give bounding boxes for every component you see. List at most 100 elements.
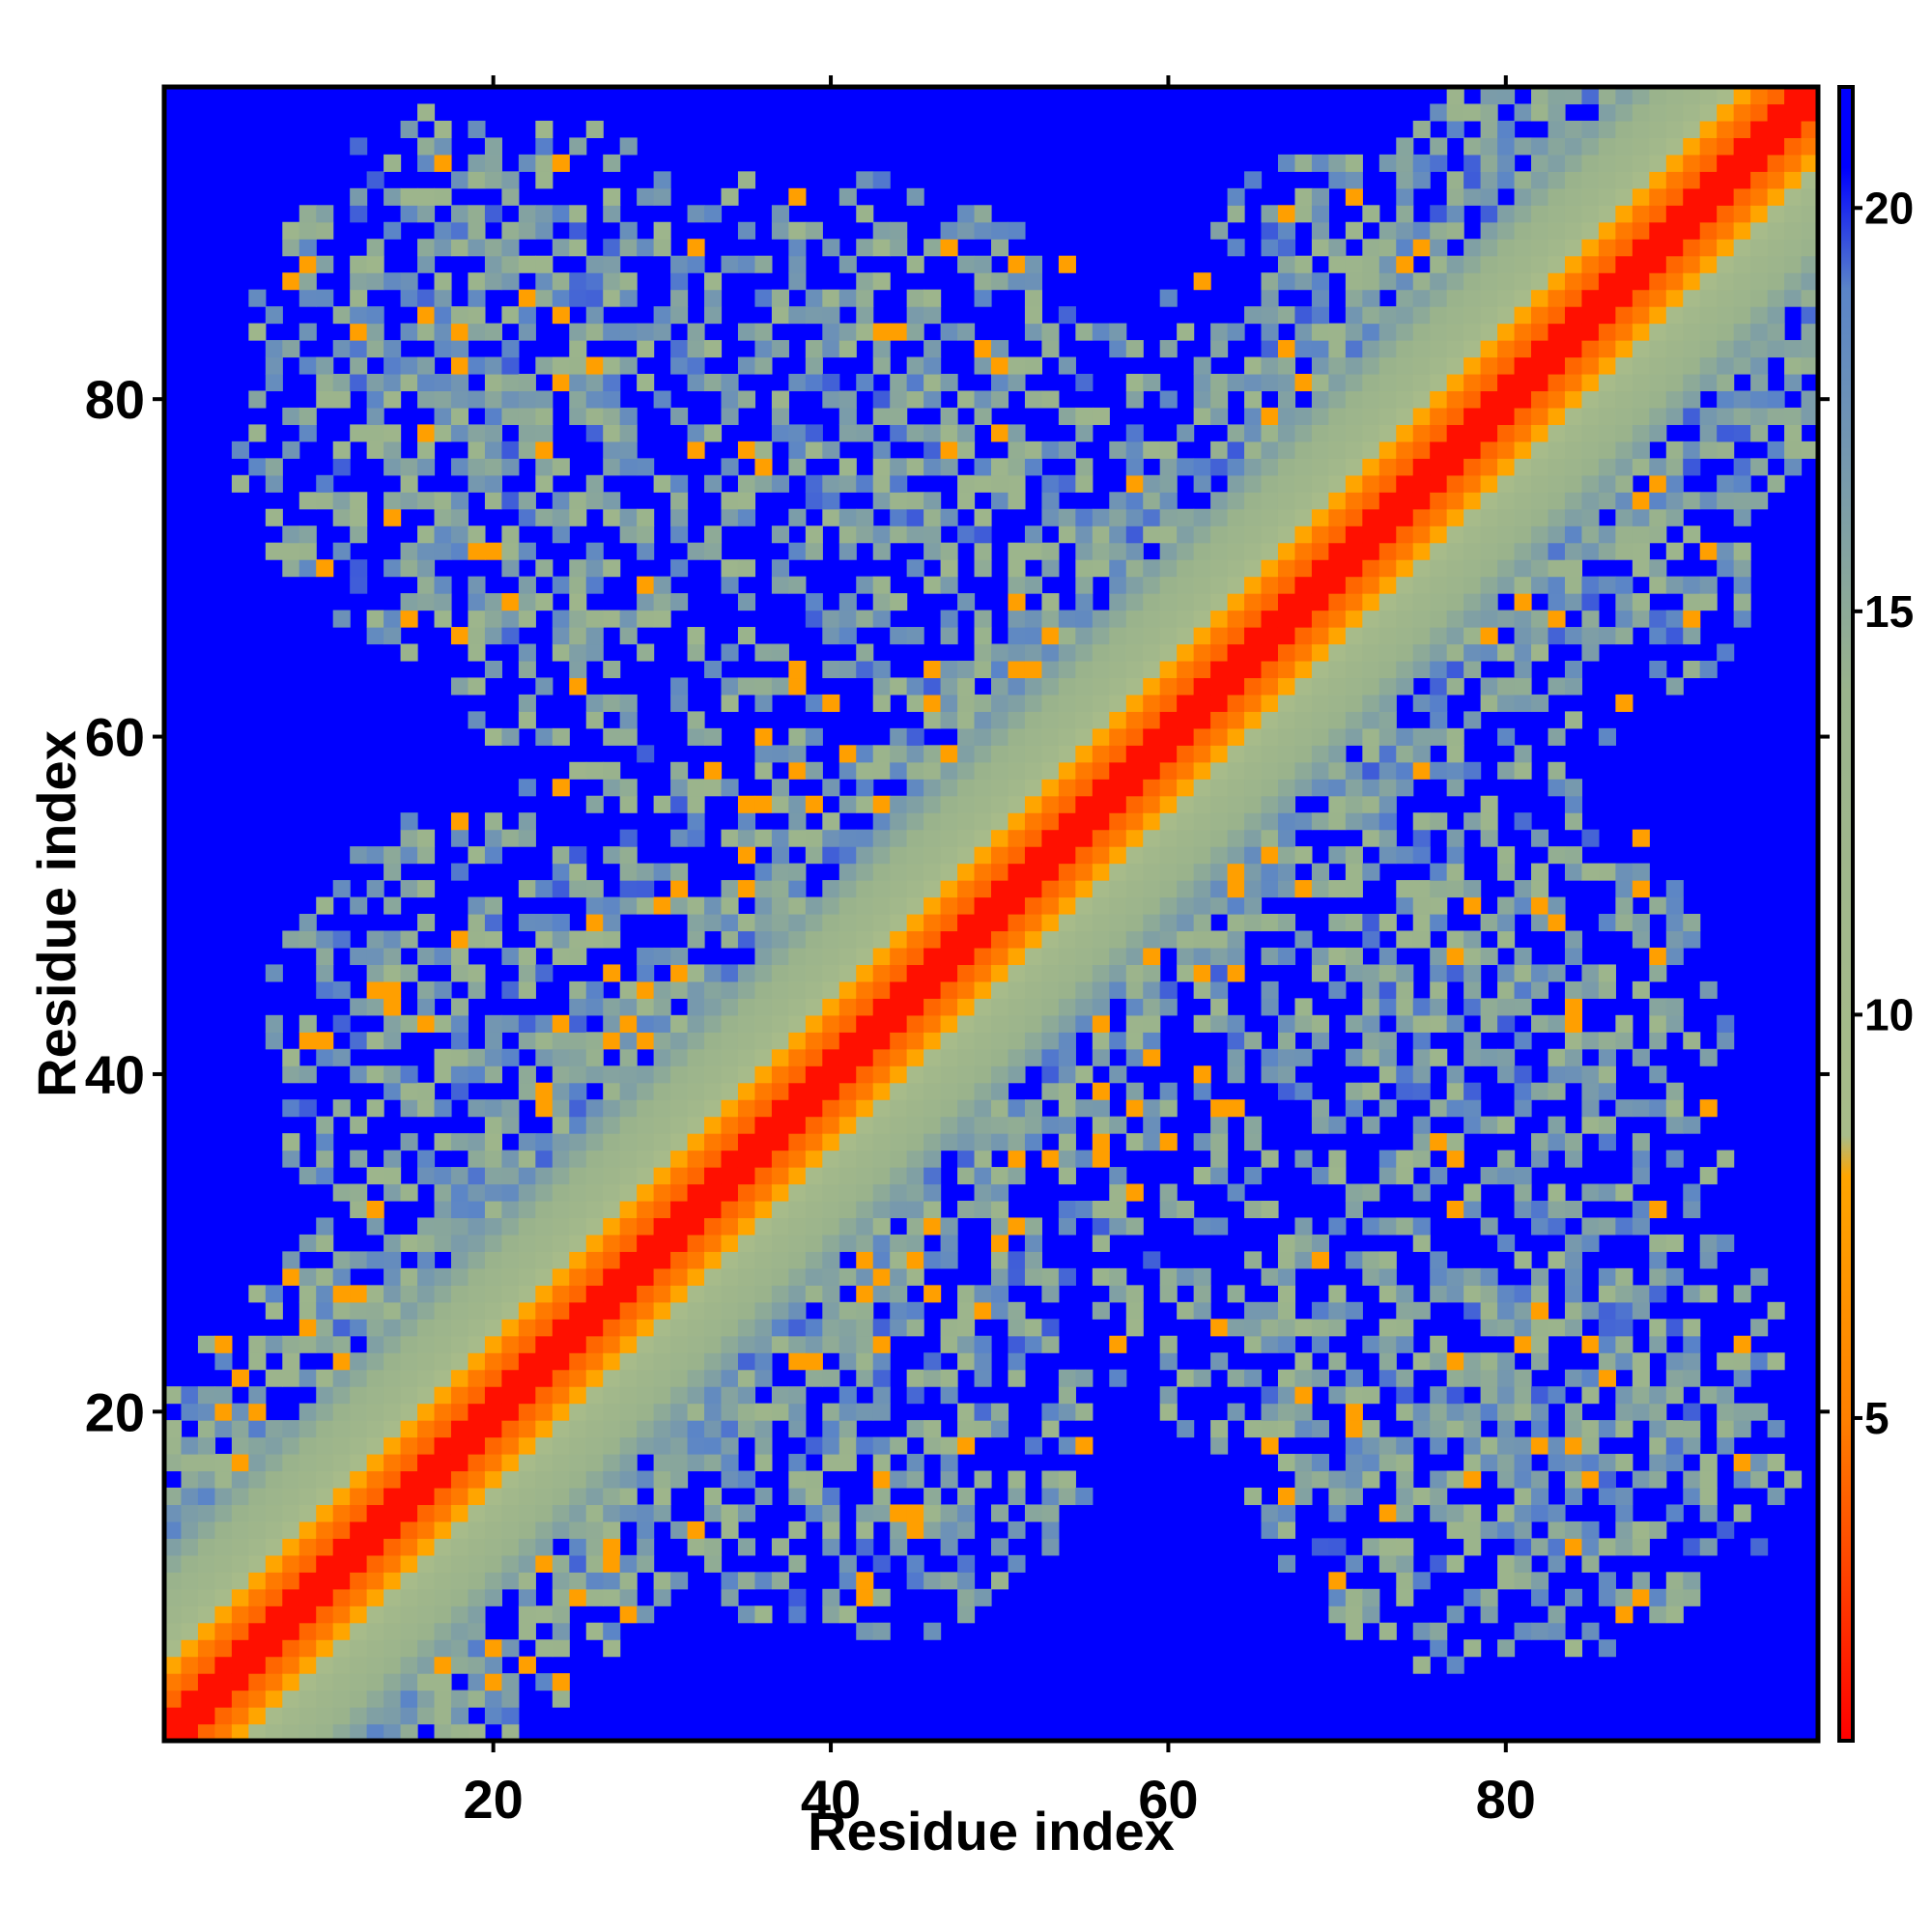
heatmap-cell [653, 1572, 671, 1590]
heatmap-cell [754, 1285, 773, 1303]
heatmap-cell [1193, 812, 1211, 831]
heatmap-cell [805, 1335, 823, 1353]
heatmap-cell [754, 1032, 773, 1050]
heatmap-cell [434, 289, 452, 307]
heatmap-cell [906, 677, 924, 696]
heatmap-cell [890, 474, 908, 493]
heatmap-cell [434, 407, 452, 425]
heatmap-cell [1261, 1403, 1279, 1421]
heatmap-cell [1109, 440, 1127, 459]
heatmap-cell [974, 880, 992, 898]
heatmap-cell [1733, 576, 1751, 594]
heatmap-cell [1294, 576, 1313, 594]
heatmap-cell [468, 576, 486, 594]
heatmap-cell [1058, 1386, 1076, 1405]
heatmap-cell [1564, 1470, 1583, 1489]
heatmap-cell [1024, 863, 1043, 881]
heatmap-cell [957, 1099, 976, 1118]
heatmap-cell [1261, 1200, 1279, 1219]
heatmap-cell [350, 1454, 368, 1472]
heatmap-cell [1581, 474, 1600, 493]
heatmap-cell [1581, 1183, 1600, 1202]
heatmap-cell [906, 779, 924, 797]
heatmap-cell [484, 1673, 502, 1691]
heatmap-cell [1210, 1150, 1229, 1168]
heatmap-cell [1531, 205, 1549, 223]
heatmap-cell [991, 779, 1009, 797]
heatmap-cell [1261, 576, 1279, 594]
heatmap-cell [1615, 694, 1634, 712]
heatmap-cell [1615, 323, 1634, 341]
heatmap-cell [1058, 829, 1076, 847]
heatmap-cell [332, 458, 351, 476]
heatmap-cell [585, 795, 604, 813]
heatmap-cell [957, 221, 976, 240]
heatmap-cell [856, 914, 874, 932]
heatmap-cell [298, 1588, 317, 1606]
heatmap-cell [1683, 1420, 1701, 1438]
heatmap-cell [974, 846, 992, 865]
heatmap-cell [974, 1014, 992, 1033]
heatmap-cell [906, 492, 924, 510]
heatmap-cell [1514, 458, 1532, 476]
heatmap-cell [1244, 694, 1263, 712]
heatmap-cell [552, 1167, 570, 1185]
heatmap-cell [400, 1723, 418, 1742]
heatmap-cell [332, 1690, 351, 1708]
heatmap-cell [704, 1065, 723, 1084]
heatmap-cell [1514, 306, 1532, 325]
heatmap-cell [1277, 1319, 1296, 1337]
heatmap-cell [1649, 1335, 1667, 1353]
heatmap-cell [1345, 576, 1363, 594]
heatmap-cell [214, 1690, 233, 1708]
heatmap-cell [637, 526, 655, 544]
heatmap-cell [366, 1301, 384, 1320]
heatmap-cell [754, 1436, 773, 1455]
heatmap-cell [1362, 930, 1380, 949]
heatmap-cell [1277, 610, 1296, 628]
heatmap-cell [1446, 660, 1464, 679]
heatmap-cell [1699, 407, 1718, 425]
heatmap-cell [1024, 947, 1043, 966]
heatmap-cell [552, 1267, 570, 1286]
heatmap-cell [1008, 255, 1026, 273]
heatmap-cell [603, 154, 621, 172]
heatmap-cell [1345, 643, 1363, 662]
heatmap-cell [1430, 627, 1448, 645]
heatmap-cell [1497, 694, 1516, 712]
heatmap-cell [366, 407, 384, 425]
heatmap-cell [838, 255, 857, 273]
heatmap-cell [552, 610, 570, 628]
heatmap-cell [1581, 154, 1600, 172]
heatmap-cell [838, 1099, 857, 1118]
heatmap-cell [670, 1032, 689, 1050]
heatmap-cell [1311, 1420, 1329, 1438]
heatmap-cell [872, 458, 891, 476]
heatmap-cell [569, 1014, 587, 1033]
heatmap-cell [1345, 677, 1363, 696]
heatmap-cell [923, 340, 942, 358]
heatmap-cell [1531, 559, 1549, 578]
heatmap-cell [518, 1420, 536, 1438]
heatmap-cell [771, 1150, 789, 1168]
heatmap-cell [670, 1301, 689, 1320]
heatmap-cell [653, 306, 671, 325]
heatmap-cell [906, 829, 924, 847]
heatmap-cell [332, 1588, 351, 1606]
heatmap-cell [838, 1217, 857, 1236]
heatmap-cell [1058, 1167, 1076, 1185]
heatmap-cell [384, 424, 402, 442]
heatmap-cell [1261, 1420, 1279, 1438]
heatmap-cell [872, 272, 891, 291]
heatmap-cell [1109, 761, 1127, 780]
heatmap-cell [754, 914, 773, 932]
heatmap-cell [1430, 880, 1448, 898]
heatmap-cell [1480, 205, 1498, 223]
heatmap-cell [1497, 1352, 1516, 1371]
heatmap-cell [619, 829, 638, 847]
heatmap-cell [518, 205, 536, 223]
heatmap-cell [1193, 1267, 1211, 1286]
heatmap-cell [569, 239, 587, 257]
heatmap-cell [1159, 474, 1178, 493]
heatmap-cell [1430, 947, 1448, 966]
